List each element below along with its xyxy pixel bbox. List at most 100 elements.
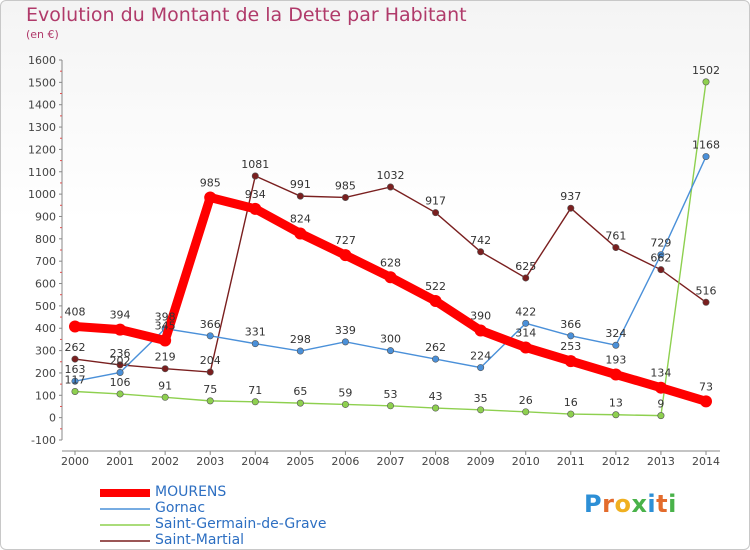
- data-point: [429, 294, 442, 307]
- data-label: 26: [519, 394, 533, 407]
- data-label: 65: [293, 385, 307, 398]
- data-point: [341, 338, 349, 346]
- data-label: 366: [200, 318, 221, 331]
- data-label: 13: [609, 397, 623, 410]
- y-tick-label: 600: [35, 278, 56, 291]
- data-point: [296, 347, 304, 355]
- data-label: 9: [657, 398, 664, 411]
- y-tick-label: -100: [31, 434, 56, 447]
- data-label: 727: [335, 234, 356, 247]
- data-point: [114, 323, 127, 336]
- legend-label-saint-germain-de-grave: Saint-Germain-de-Grave: [155, 516, 327, 532]
- data-label: 408: [65, 305, 86, 318]
- data-label: 300: [380, 333, 401, 346]
- data-label: 516: [696, 284, 717, 297]
- data-point: [386, 402, 394, 410]
- chart-title: Evolution du Montant de la Dette par Hab…: [26, 4, 467, 26]
- data-point: [432, 404, 440, 412]
- data-point: [567, 204, 575, 212]
- x-tick-label: 2005: [286, 455, 314, 468]
- data-label: 394: [110, 309, 131, 322]
- data-label: 314: [515, 326, 536, 339]
- legend-swatch-saint-germain-de-grave: [100, 524, 150, 526]
- data-point: [702, 78, 710, 86]
- legend-item-saint-germain-de-grave: Saint-Germain-de-Grave: [100, 516, 360, 533]
- data-label: 662: [650, 252, 671, 265]
- y-tick-label: 0: [49, 412, 56, 425]
- x-tick-label: 2008: [422, 455, 450, 468]
- data-point: [71, 387, 79, 395]
- data-point: [432, 355, 440, 363]
- data-point: [654, 381, 667, 394]
- data-label: 224: [470, 350, 491, 363]
- data-label: 985: [200, 176, 221, 189]
- legend-swatch-mourens: [100, 489, 150, 497]
- data-label: 390: [470, 309, 491, 322]
- data-point: [116, 361, 124, 369]
- data-point: [522, 319, 530, 327]
- data-label: 204: [200, 354, 221, 367]
- data-label: 366: [560, 318, 581, 331]
- x-tick-label: 2006: [331, 455, 359, 468]
- data-label: 324: [605, 327, 626, 340]
- x-tick-label: 2013: [647, 455, 675, 468]
- y-tick-label: 1100: [28, 166, 56, 179]
- data-label: 117: [65, 373, 86, 386]
- data-point: [69, 320, 81, 333]
- data-point: [657, 266, 665, 274]
- y-tick-label: 800: [35, 233, 56, 246]
- data-point: [564, 355, 577, 368]
- data-label: 59: [338, 386, 352, 399]
- data-point: [206, 368, 214, 376]
- data-label: 742: [470, 234, 491, 247]
- legend-swatch-saint-martial: [100, 540, 150, 542]
- data-point: [702, 298, 710, 306]
- data-point: [657, 412, 665, 420]
- data-label: 53: [384, 388, 398, 401]
- y-tick-label: 700: [35, 255, 56, 268]
- data-point: [519, 341, 532, 354]
- data-point: [700, 395, 712, 408]
- data-label: 761: [605, 230, 626, 243]
- legend-label-mourens: MOURENS: [155, 484, 227, 500]
- data-label: 298: [290, 333, 311, 346]
- chart-subtitle: (en €): [26, 28, 59, 41]
- data-point: [384, 271, 397, 284]
- data-point: [296, 192, 304, 200]
- data-point: [386, 183, 394, 191]
- data-label: 262: [65, 341, 86, 354]
- data-label: 134: [650, 367, 671, 380]
- x-tick-label: 2014: [692, 455, 720, 468]
- data-label: 422: [515, 305, 536, 318]
- data-point: [612, 244, 620, 252]
- data-point: [341, 193, 349, 201]
- data-point: [204, 191, 217, 204]
- x-tick-label: 2011: [557, 455, 585, 468]
- data-point: [702, 153, 710, 161]
- data-point: [657, 251, 665, 259]
- y-tick-label: 500: [35, 300, 56, 313]
- data-label: 35: [474, 392, 488, 405]
- y-tick-label: 1300: [28, 121, 56, 134]
- data-point: [251, 398, 259, 406]
- data-label: 934: [245, 188, 266, 201]
- data-point: [249, 202, 262, 215]
- y-tick-label: 1500: [28, 76, 56, 89]
- legend-label-gornac: Gornac: [155, 500, 206, 516]
- data-point: [339, 249, 352, 262]
- data-point: [296, 399, 304, 407]
- data-point: [612, 341, 620, 349]
- x-tick-label: 2001: [106, 455, 134, 468]
- y-tick-label: 1200: [28, 143, 56, 156]
- data-label: 106: [110, 376, 131, 389]
- data-label: 262: [425, 341, 446, 354]
- data-point: [341, 400, 349, 408]
- y-tick-label: 400: [35, 322, 56, 335]
- data-label: 1502: [692, 64, 720, 77]
- data-point: [612, 411, 620, 419]
- data-point: [386, 347, 394, 355]
- data-label: 331: [245, 326, 266, 339]
- chart-legend: MOURENS Gornac Saint-Germain-de-Grave Sa…: [100, 484, 360, 549]
- data-label: 43: [429, 390, 443, 403]
